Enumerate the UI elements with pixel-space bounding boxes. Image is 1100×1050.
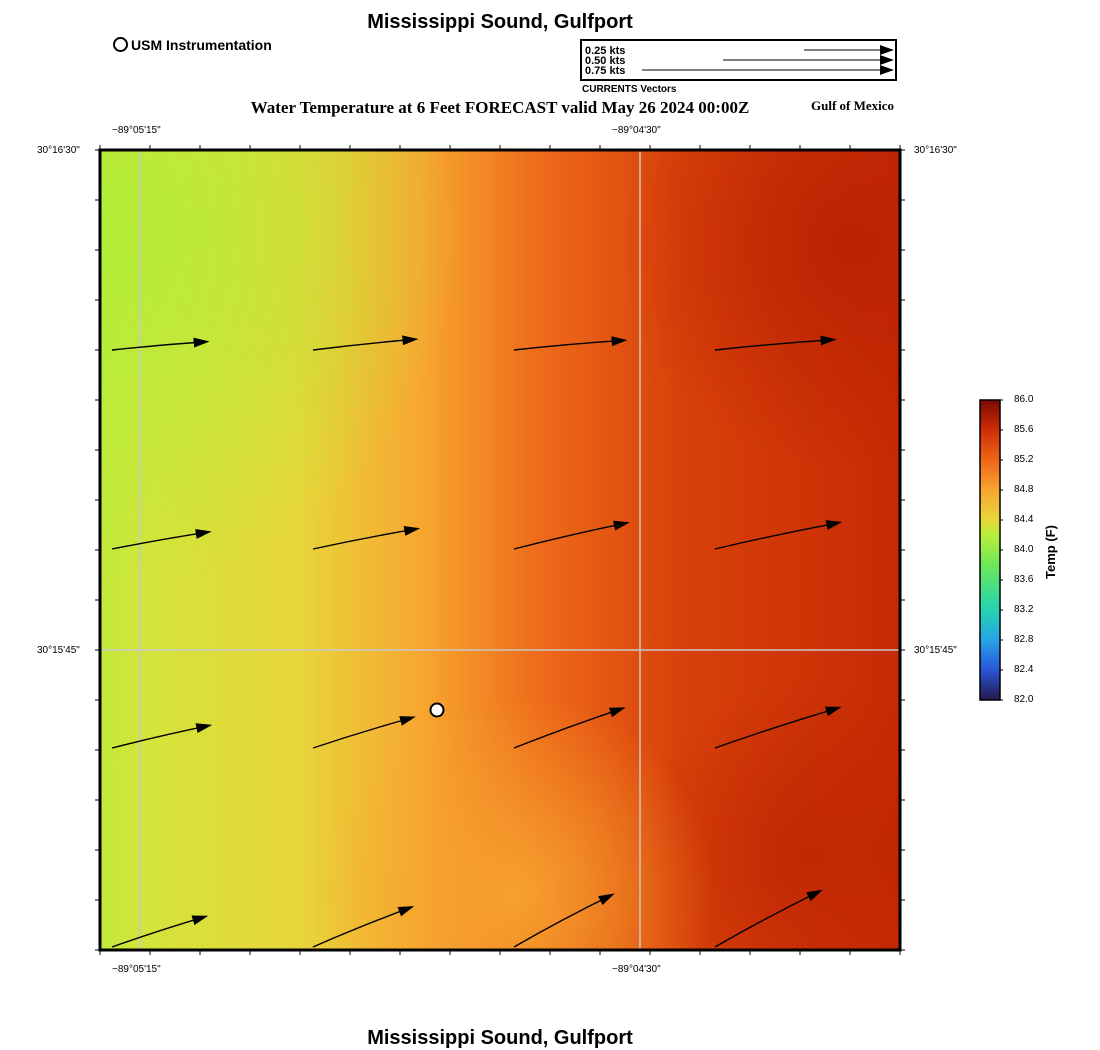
colorbar-tick-label: 82.0 [1014, 694, 1034, 705]
colorbar-tick-label: 85.6 [1014, 424, 1034, 435]
vector-legend-caption: CURRENTS Vectors [582, 84, 677, 95]
current-vector-arrow [111, 528, 212, 550]
vector-legend-arrows [642, 45, 894, 75]
current-vector-arrow [513, 336, 628, 351]
colorbar-title: Temp (F) [1043, 525, 1058, 579]
temperature-colorbar [979, 399, 1003, 701]
station-legend: USM Instrumentation [113, 37, 272, 53]
current-vectors [111, 335, 843, 948]
vector-legend-label-1: 0.25 kts [585, 45, 626, 57]
current-vector-arrow [714, 520, 843, 550]
region-label: Gulf of Mexico [811, 98, 895, 113]
colorbar-tick-label: 82.4 [1014, 664, 1034, 675]
current-vector-arrow [312, 525, 421, 550]
y-tick-label-left-1: 30°16'30" [37, 145, 80, 156]
current-vector-arrow [513, 893, 615, 948]
open-circle-icon [113, 37, 128, 52]
current-vector-arrow [312, 716, 416, 749]
colorbar-tick-label: 82.8 [1014, 634, 1034, 645]
colorbar-tick-label: 84.0 [1014, 544, 1034, 555]
x-tick-label-bottom-2: −89°04'30" [612, 964, 661, 975]
station-legend-label: USM Instrumentation [131, 37, 272, 53]
current-vector-arrow [513, 520, 630, 550]
y-tick-label-right-2: 30°15'45" [914, 645, 957, 656]
colorbar-tick-label: 86.0 [1014, 394, 1034, 405]
temperature-field-overlay-west [100, 150, 900, 950]
current-vector-arrow [111, 723, 213, 749]
current-vector-arrow [111, 337, 210, 351]
colorbar-tick-label: 84.4 [1014, 514, 1034, 525]
page-title: Mississippi Sound, Gulfport [367, 11, 633, 33]
vector-legend: 0.25 kts 0.50 kts 0.75 kts [580, 39, 897, 81]
current-vector-arrow [714, 706, 842, 749]
vector-legend-label-2: 0.50 kts [585, 55, 626, 67]
colorbar-tick-label: 83.6 [1014, 574, 1034, 585]
colorbar-tick-label: 83.2 [1014, 604, 1034, 615]
x-tick-label-top-1: −89°05'15" [112, 125, 161, 136]
map-ticks [95, 145, 905, 955]
colorbar-ticks [1000, 399, 1003, 701]
footer-title: Mississippi Sound, Gulfport [367, 1027, 633, 1049]
x-tick-label-bottom-1: −89°05'15" [112, 964, 161, 975]
current-vector-arrow [111, 915, 209, 948]
usm-station-marker [429, 702, 445, 718]
y-tick-label-right-1: 30°16'30" [914, 145, 957, 156]
current-vector-arrow [312, 906, 415, 948]
vector-legend-label-3: 0.75 kts [585, 65, 626, 77]
temperature-map [95, 145, 905, 955]
x-tick-label-top-2: −89°04'30" [612, 125, 661, 136]
y-tick-label-left-2: 30°15'45" [37, 645, 80, 656]
colorbar-tick-label: 84.8 [1014, 484, 1034, 495]
current-vector-arrow [714, 335, 837, 351]
current-vector-arrow [513, 707, 626, 749]
map-subtitle: Water Temperature at 6 Feet FORECAST val… [250, 98, 750, 117]
current-vector-arrow [714, 889, 823, 948]
colorbar-ramp [979, 399, 1001, 701]
colorbar-tick-label: 85.2 [1014, 454, 1034, 465]
current-vector-arrow [312, 335, 419, 351]
